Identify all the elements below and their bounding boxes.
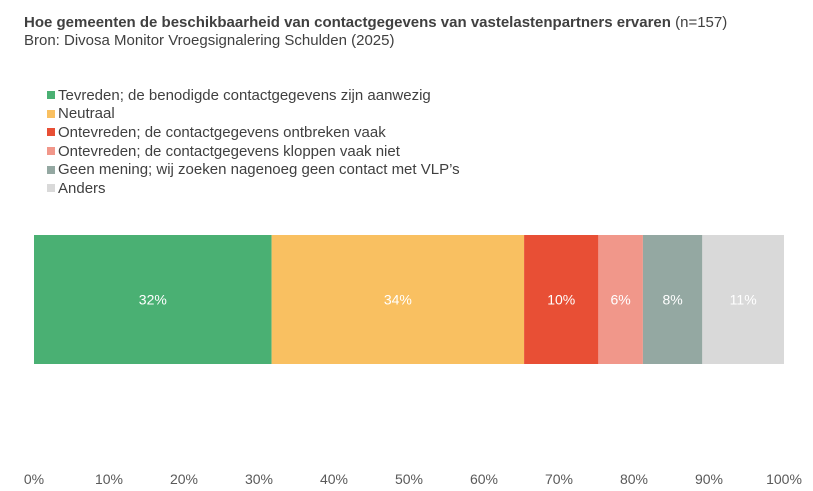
legend-swatch — [47, 165, 55, 174]
bar-segment — [34, 235, 272, 364]
bar-segment — [524, 235, 599, 364]
x-tick-label: 20% — [170, 471, 198, 487]
legend-item: Ontevreden; de contactgegevens ontbreken… — [47, 123, 460, 142]
data-label: 11% — [730, 292, 757, 308]
legend-item: Anders — [47, 179, 460, 198]
x-tick-label: 10% — [95, 471, 123, 487]
chart-title: Hoe gemeenten de beschikbaarheid van con… — [24, 14, 794, 32]
x-tick-label: 40% — [320, 471, 348, 487]
legend-swatch — [47, 147, 55, 156]
legend-label: Tevreden; de benodigde contactgegevens z… — [58, 86, 431, 104]
x-tick-label: 100% — [766, 471, 802, 487]
legend-item: Geen mening; wij zoeken nagenoeg geen co… — [47, 160, 460, 179]
data-label: 34% — [384, 292, 412, 308]
chart-title-text: Hoe gemeenten de beschikbaarheid van con… — [24, 14, 671, 31]
legend-swatch — [47, 109, 55, 118]
data-label: 6% — [611, 292, 631, 308]
chart-title-suffix: (n=157) — [670, 14, 728, 31]
bar-segment — [598, 235, 643, 364]
legend-item: Neutraal — [47, 105, 460, 124]
legend-label: Ontevreden; de contactgegevens kloppen v… — [58, 142, 400, 160]
legend-swatch — [47, 128, 55, 137]
legend-label: Geen mening; wij zoeken nagenoeg geen co… — [58, 161, 460, 179]
x-tick-label: 60% — [470, 471, 498, 487]
x-tick-label: 50% — [395, 471, 423, 487]
legend-item: Ontevreden; de contactgegevens kloppen v… — [47, 142, 460, 161]
legend-label: Anders — [58, 179, 106, 197]
x-tick-label: 30% — [245, 471, 273, 487]
data-label: 8% — [662, 292, 682, 308]
legend-label: Ontevreden; de contactgegevens ontbreken… — [58, 123, 386, 141]
data-label: 32% — [139, 292, 167, 308]
x-tick-label: 0% — [24, 471, 44, 487]
chart-legend: Tevreden; de benodigde contactgegevens z… — [47, 86, 460, 198]
chart-title-block: Hoe gemeenten de beschikbaarheid van con… — [24, 14, 794, 50]
legend-swatch — [47, 184, 55, 193]
chart-subtitle: Bron: Divosa Monitor Vroegsignalering Sc… — [24, 32, 395, 49]
legend-swatch — [47, 91, 55, 100]
bar-segment — [702, 235, 784, 364]
data-label: 10% — [547, 292, 575, 308]
x-tick-label: 80% — [620, 471, 648, 487]
legend-label: Neutraal — [58, 105, 115, 123]
legend-item: Tevreden; de benodigde contactgegevens z… — [47, 86, 460, 105]
bar-segment — [642, 235, 703, 364]
x-tick-label: 90% — [695, 471, 723, 487]
bar-segment — [271, 235, 525, 364]
x-tick-label: 70% — [545, 471, 573, 487]
